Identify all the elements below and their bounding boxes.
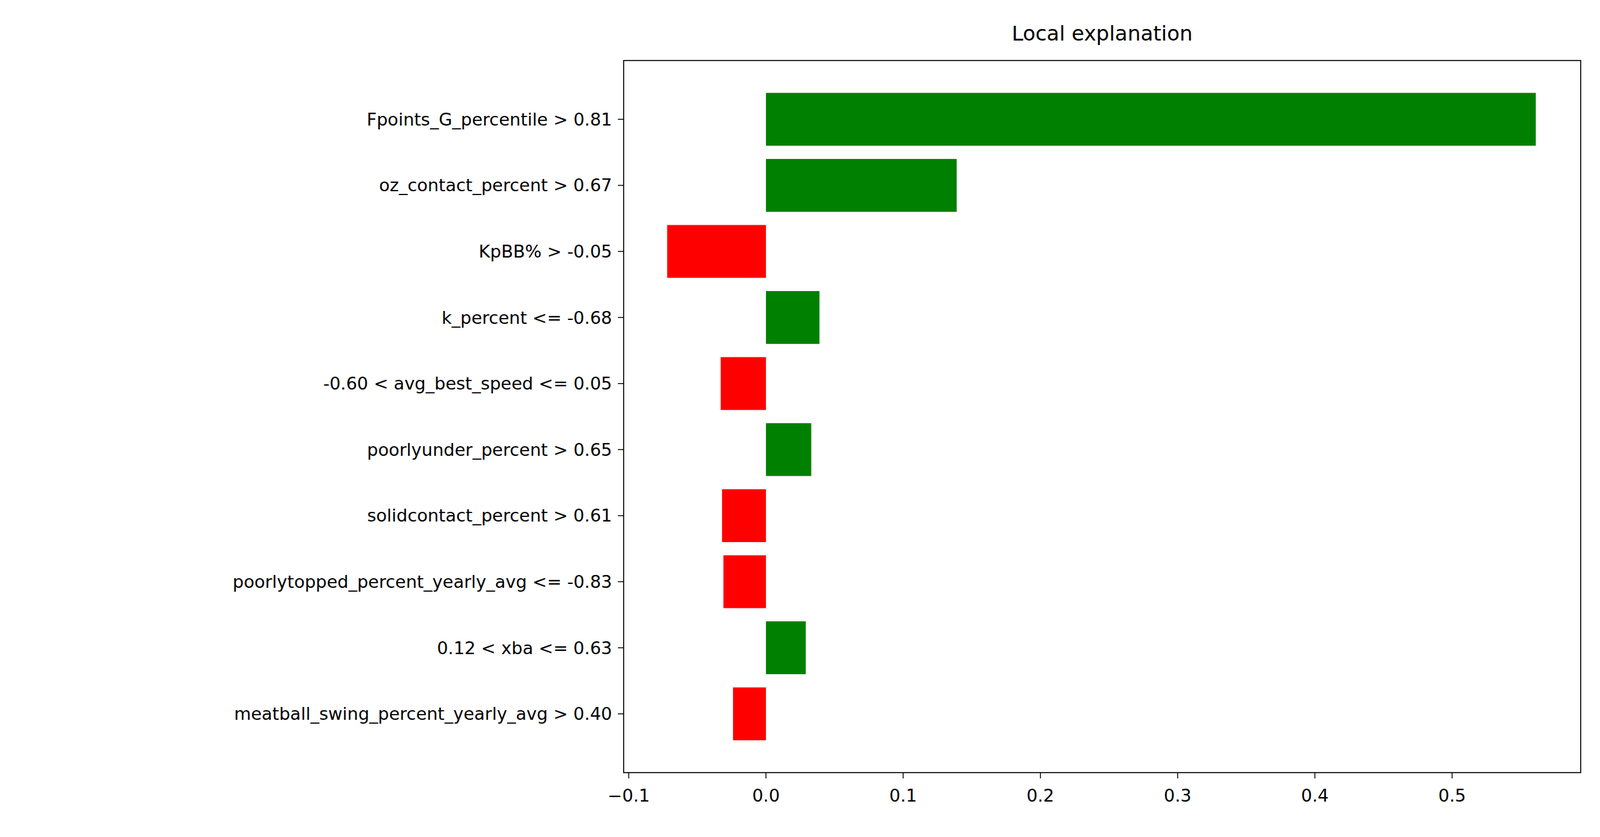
x-tick [628,772,629,779]
x-tick [902,772,904,779]
bar [723,554,766,608]
x-tick-label: 0.2 [1026,785,1055,806]
y-tick-label: k_percent <= -0.68 [441,307,613,328]
y-tick-label: poorlyunder_percent > 0.65 [366,439,613,460]
y-tick-label: KpBB% > -0.05 [478,241,613,262]
x-tick [765,772,766,779]
x-tick-label: 0.3 [1163,785,1192,806]
x-tick [1314,772,1315,779]
y-tick [617,514,624,516]
y-tick [617,713,624,714]
bar [765,621,806,674]
bar [667,224,767,278]
y-tick [617,382,624,384]
bar [765,422,811,476]
plot-background [623,60,1581,773]
x-tick [1040,772,1041,779]
bar [765,158,957,212]
x-tick-label: 0.1 [889,785,918,806]
chart: Fpoints_G_percentile > 0.81 oz_contact_pe… [0,0,1600,837]
y-tick-label: meatball_swing_percent_yearly_avg > 0.40 [234,703,613,724]
y-tick-label: oz_contact_percent > 0.67 [379,175,613,196]
x-tick [1451,772,1453,779]
y-tick-label: -0.60 < avg_best_speed <= 0.05 [323,373,613,394]
title: Local explanation [1011,21,1193,46]
y-tick-label: poorlytopped_percent_yearly_avg <= -0.83 [232,571,613,592]
y-tick [617,581,624,582]
y-tick-label: 0.12 < xba <= 0.63 [437,637,613,658]
x-tick-label: −0.1 [607,785,651,806]
y-tick-label: Fpoints_G_percentile > 0.81 [366,109,613,130]
bars [667,92,1537,740]
plot-frame [623,60,1581,773]
bar [733,687,766,741]
y-tick [617,119,624,120]
y-tick [617,184,624,186]
x-tick [1177,772,1178,779]
bar [765,92,1536,146]
y-tick [617,251,624,252]
bar [722,489,766,542]
bar [720,357,766,410]
y-tick [617,316,624,318]
y-tick [617,646,624,648]
x-tick-label: 0.4 [1301,785,1330,806]
x-tick-label: 0.0 [752,785,781,806]
bar [765,290,820,344]
x-tick-label: 0.5 [1438,785,1467,806]
y-tick [617,449,624,450]
y-tick-label: solidcontact_percent > 0.61 [366,505,613,526]
